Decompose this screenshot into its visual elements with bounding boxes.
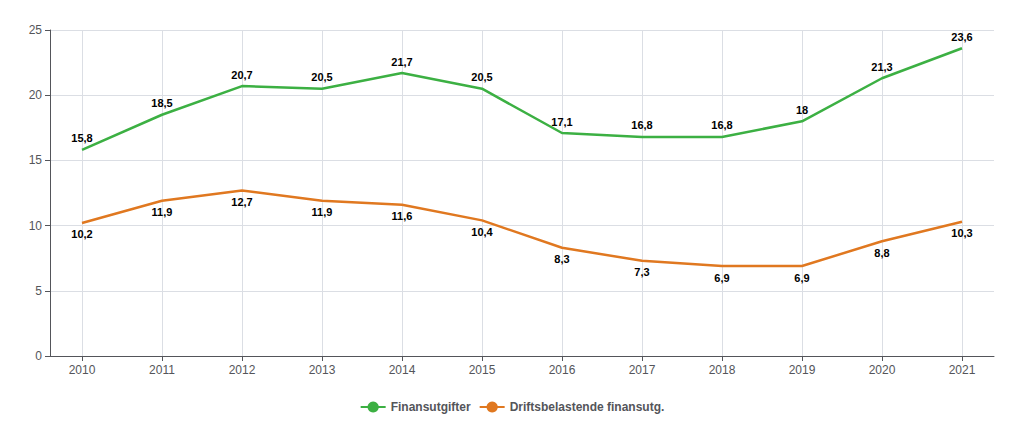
- svg-text:8,8: 8,8: [874, 247, 889, 259]
- svg-text:Driftsbelastende finansutg.: Driftsbelastende finansutg.: [510, 400, 665, 414]
- svg-text:20: 20: [29, 88, 43, 102]
- svg-text:20,5: 20,5: [471, 71, 492, 83]
- svg-text:6,9: 6,9: [794, 272, 809, 284]
- svg-text:12,7: 12,7: [231, 196, 252, 208]
- svg-text:5: 5: [35, 284, 42, 298]
- svg-text:23,6: 23,6: [951, 31, 972, 43]
- svg-text:2021: 2021: [949, 363, 976, 377]
- svg-text:15: 15: [29, 153, 43, 167]
- svg-text:21,3: 21,3: [871, 61, 892, 73]
- svg-text:25: 25: [29, 23, 43, 37]
- svg-text:7,3: 7,3: [634, 266, 649, 278]
- svg-text:18: 18: [796, 104, 808, 116]
- svg-text:2019: 2019: [789, 363, 816, 377]
- svg-text:8,3: 8,3: [554, 253, 569, 265]
- svg-text:2010: 2010: [69, 363, 96, 377]
- svg-text:2014: 2014: [389, 363, 416, 377]
- svg-text:15,8: 15,8: [71, 132, 92, 144]
- svg-text:16,8: 16,8: [631, 119, 652, 131]
- svg-text:2015: 2015: [469, 363, 496, 377]
- svg-text:10,3: 10,3: [951, 227, 972, 239]
- svg-text:11,9: 11,9: [312, 206, 333, 218]
- svg-text:10,4: 10,4: [471, 226, 493, 238]
- svg-text:2013: 2013: [309, 363, 336, 377]
- svg-text:20,5: 20,5: [311, 71, 332, 83]
- svg-text:2018: 2018: [709, 363, 736, 377]
- svg-text:11,9: 11,9: [152, 206, 173, 218]
- svg-text:10,2: 10,2: [71, 228, 92, 240]
- svg-text:Finansutgifter: Finansutgifter: [391, 400, 471, 414]
- svg-text:16,8: 16,8: [711, 119, 732, 131]
- svg-text:11,6: 11,6: [392, 210, 413, 222]
- svg-text:2020: 2020: [869, 363, 896, 377]
- svg-text:21,7: 21,7: [391, 56, 412, 68]
- svg-text:2016: 2016: [549, 363, 576, 377]
- svg-text:18,5: 18,5: [151, 97, 172, 109]
- svg-text:6,9: 6,9: [714, 272, 729, 284]
- svg-text:10: 10: [29, 219, 43, 233]
- svg-text:20,7: 20,7: [231, 69, 252, 81]
- svg-text:17,1: 17,1: [551, 116, 572, 128]
- svg-text:2011: 2011: [149, 363, 175, 377]
- svg-text:2017: 2017: [629, 363, 656, 377]
- svg-text:2012: 2012: [229, 363, 256, 377]
- svg-text:0: 0: [35, 349, 42, 363]
